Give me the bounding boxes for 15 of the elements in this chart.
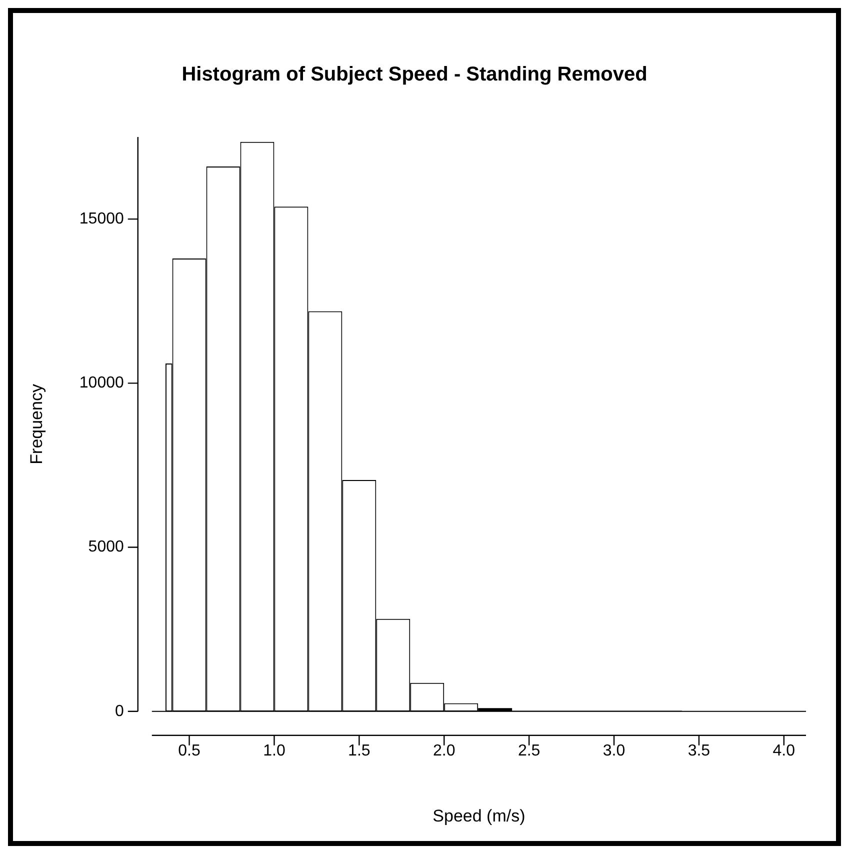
x-tick-label: 4.0 (772, 742, 796, 760)
x-tick-label: 2.5 (518, 742, 540, 760)
x-tick-label: 2.0 (432, 742, 456, 760)
x-tick-label: 0.5 (178, 742, 200, 760)
y-tick-label: 10000 (79, 374, 124, 392)
y-tick-label: 0 (114, 702, 124, 720)
chart-title: Histogram of Subject Speed - Standing Removed (182, 64, 648, 86)
y-tick-label: 15000 (79, 210, 124, 228)
x-axis-title: Speed (m/s) (432, 806, 526, 826)
x-tick-label: 1.5 (348, 742, 370, 760)
x-tick-label: 1.0 (263, 742, 286, 760)
x-tick-label: 3.5 (688, 742, 710, 760)
y-tick-label: 5000 (88, 538, 124, 556)
y-axis-title: Frequency (26, 384, 46, 464)
x-tick-label: 3.0 (602, 742, 626, 760)
